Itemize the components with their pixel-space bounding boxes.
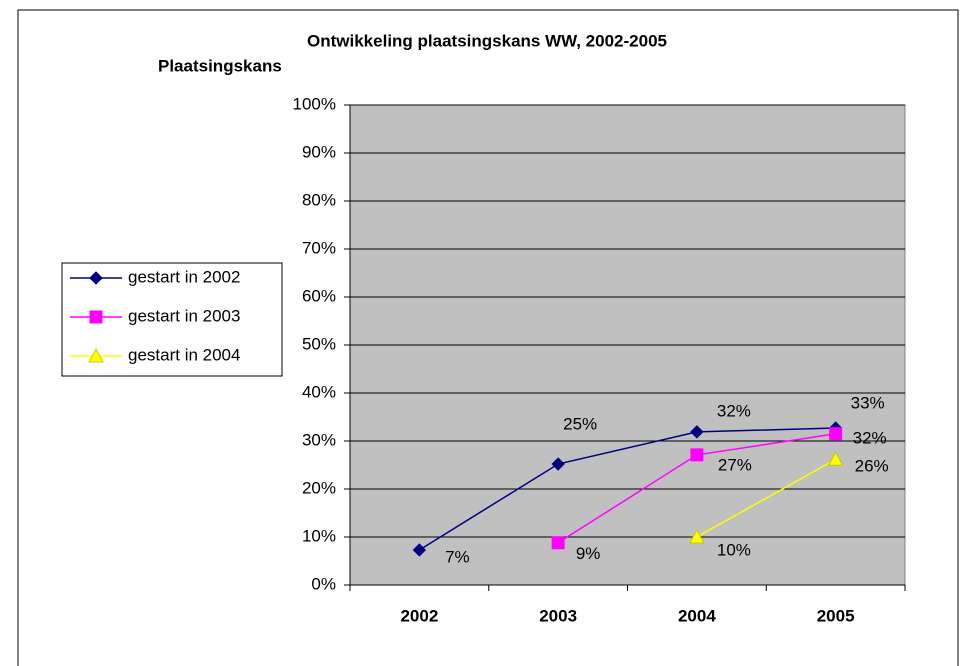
data-label: 27% xyxy=(718,455,752,474)
y-tick-label: 70% xyxy=(302,238,336,257)
marker xyxy=(89,310,103,324)
marker xyxy=(690,425,704,439)
data-label: 10% xyxy=(717,540,751,559)
series-line xyxy=(696,458,836,538)
data-label: 33% xyxy=(851,394,885,413)
y-axis-label: Plaatsingskans xyxy=(158,56,282,75)
x-tick-label: 2002 xyxy=(400,606,438,625)
legend-label: gestart in 2004 xyxy=(128,345,240,364)
marker xyxy=(689,528,705,544)
data-label: 32% xyxy=(717,401,751,420)
data-label: 7% xyxy=(445,547,470,566)
x-tick-label: 2004 xyxy=(678,606,716,625)
chart-title: Ontwikkeling plaatsingskans WW, 2002-200… xyxy=(307,31,667,50)
x-tick-label: 2005 xyxy=(817,606,855,625)
marker xyxy=(827,451,844,466)
y-tick-label: 0% xyxy=(311,574,336,593)
marker xyxy=(690,448,704,462)
marker xyxy=(88,347,104,363)
legend-label: gestart in 2002 xyxy=(128,267,240,286)
y-tick-label: 100% xyxy=(293,94,336,113)
data-label: 26% xyxy=(855,457,889,476)
y-tick-label: 50% xyxy=(302,334,336,353)
y-tick-label: 10% xyxy=(302,526,336,545)
marker xyxy=(829,427,843,441)
y-tick-label: 80% xyxy=(302,190,336,209)
legend-label: gestart in 2003 xyxy=(128,306,240,325)
data-label: 32% xyxy=(853,428,887,447)
y-tick-label: 20% xyxy=(302,478,336,497)
marker xyxy=(551,536,565,550)
marker xyxy=(412,543,427,557)
marker xyxy=(89,271,103,285)
data-label: 25% xyxy=(563,415,597,434)
y-tick-label: 40% xyxy=(302,382,336,401)
data-label: 9% xyxy=(576,544,601,563)
y-tick-label: 60% xyxy=(302,286,336,305)
series-line xyxy=(418,427,836,551)
marker xyxy=(551,457,565,471)
legend: gestart in 2002 gestart in 2003 gestart in… xyxy=(61,262,283,377)
y-tick-label: 90% xyxy=(302,142,336,161)
x-tick-label: 2003 xyxy=(539,606,577,625)
y-tick-label: 30% xyxy=(302,430,336,449)
